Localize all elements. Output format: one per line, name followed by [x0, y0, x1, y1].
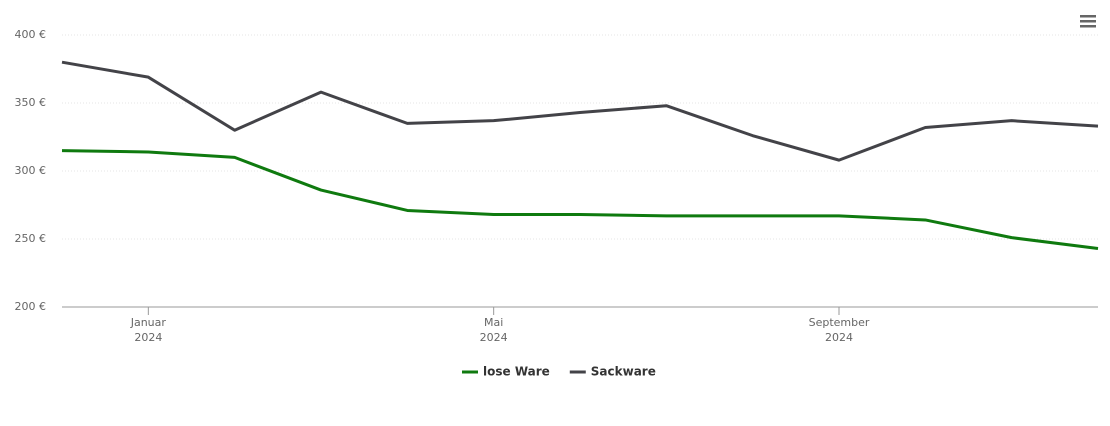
x-tick-label: 2024 — [480, 331, 508, 344]
menu-bar — [1080, 15, 1096, 18]
y-tick-label: 250 € — [15, 232, 47, 245]
x-tick-label: Mai — [484, 316, 503, 329]
menu-bar — [1080, 25, 1096, 28]
y-tick-label: 350 € — [15, 96, 47, 109]
x-tick-label: 2024 — [825, 331, 853, 344]
legend: lose Ware Sackware — [462, 365, 656, 379]
legend-item[interactable]: Sackware — [569, 365, 656, 379]
x-tick-label: September — [809, 316, 870, 329]
legend-label: Sackware — [591, 365, 656, 379]
legend-label: lose Ware — [483, 365, 550, 379]
menu-bar — [1080, 20, 1096, 23]
series-line — [61, 149, 1099, 251]
menu-button[interactable] — [1078, 12, 1098, 32]
series-line — [61, 60, 1099, 162]
y-tick-label: 300 € — [15, 164, 47, 177]
x-tick-label: 2024 — [134, 331, 162, 344]
legend-item[interactable]: lose Ware — [462, 365, 550, 379]
x-tick-label: Januar — [130, 316, 167, 329]
y-tick-label: 400 € — [15, 28, 47, 41]
y-tick-label: 200 € — [15, 300, 47, 313]
